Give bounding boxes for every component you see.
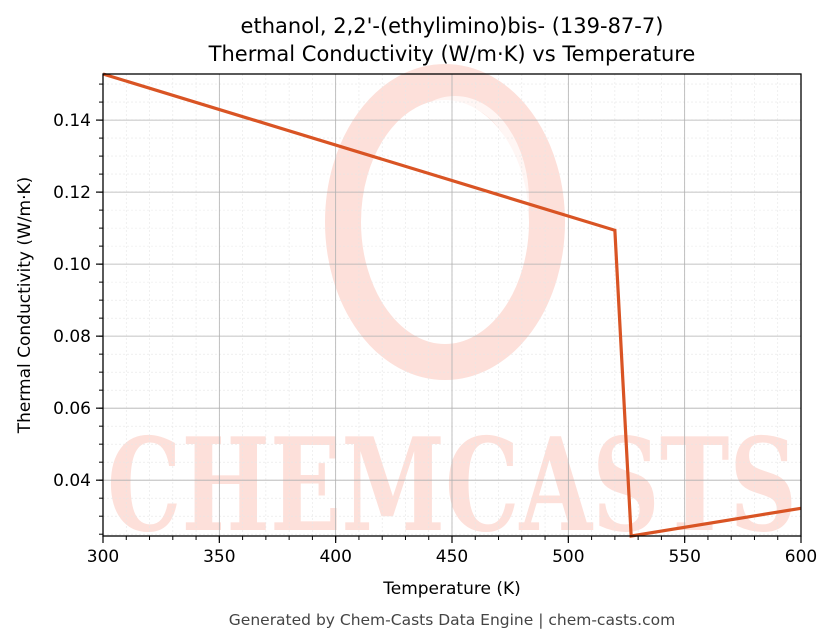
y-axis-ticks: 0.04 0.06 0.08 0.10 0.12 0.14 xyxy=(53,83,103,535)
watermark-logo-icon xyxy=(325,64,565,380)
x-tick-label: 550 xyxy=(668,547,700,567)
x-tick-label: 400 xyxy=(319,547,351,567)
major-grid xyxy=(102,74,802,536)
series-line xyxy=(102,72,802,538)
y-tick-label: 0.10 xyxy=(53,255,91,275)
x-tick-label: 350 xyxy=(203,547,235,567)
y-tick-label: 0.06 xyxy=(53,399,91,419)
x-tick-label: 500 xyxy=(552,547,584,567)
x-tick-label: 450 xyxy=(436,547,468,567)
footer-credit: Generated by Chem-Casts Data Engine | ch… xyxy=(229,611,675,629)
y-tick-label: 0.14 xyxy=(53,111,91,131)
x-axis-ticks: 300 350 400 450 500 550 600 xyxy=(87,536,817,567)
y-tick-label: 0.08 xyxy=(53,327,91,347)
y-axis-label: Thermal Conductivity (W/m·K) xyxy=(15,177,35,435)
y-tick-label: 0.12 xyxy=(53,183,91,203)
chart-title-line1: ethanol, 2,2'-(ethylimino)bis- (139-87-7… xyxy=(241,14,664,38)
x-tick-label: 600 xyxy=(785,547,817,567)
chart-title-line2: Thermal Conductivity (W/m·K) vs Temperat… xyxy=(208,42,696,66)
x-tick-label: 300 xyxy=(87,547,119,567)
x-axis-label: Temperature (K) xyxy=(382,579,521,599)
y-tick-label: 0.04 xyxy=(53,471,91,491)
